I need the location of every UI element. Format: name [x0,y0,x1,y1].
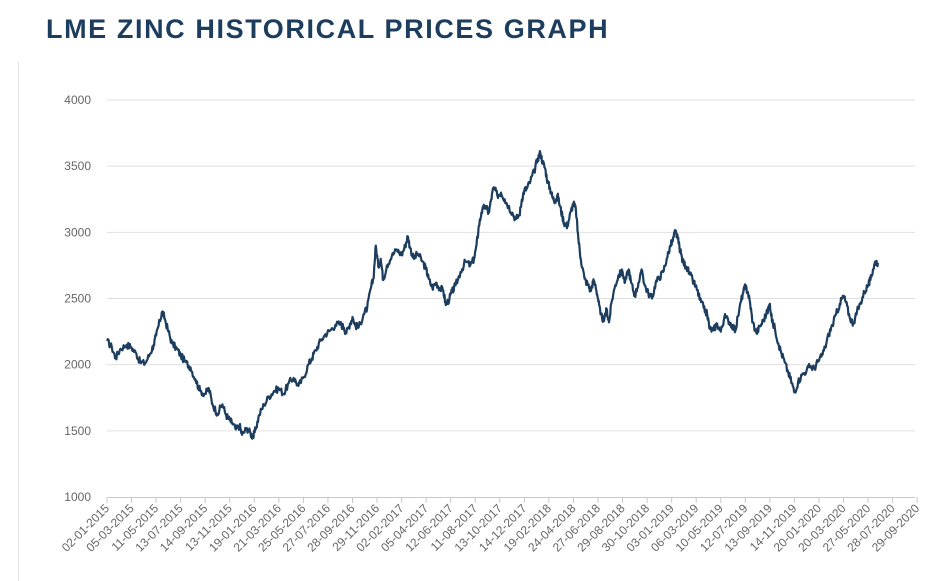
series-line-zinc [106,150,879,440]
y-tick-label: 3000 [64,225,91,239]
y-axis: 1000 1500 2000 2500 3000 3500 4000 [64,93,91,504]
y-tick-label: 2500 [64,292,91,306]
chart-title: LME ZINC HISTORICAL PRICES GRAPH [46,14,610,44]
y-tick-label: 3500 [64,159,91,173]
y-tick-label: 2000 [64,358,91,372]
y-tick-label: 4000 [64,93,91,107]
x-axis: 02-01-201505-03-201511-05-201513-07-2015… [59,497,922,555]
y-tick-label: 1000 [64,490,91,504]
y-tick-label: 1500 [64,424,91,438]
plot-area [106,150,879,440]
gridlines [107,99,915,432]
left-border-line [18,62,19,581]
